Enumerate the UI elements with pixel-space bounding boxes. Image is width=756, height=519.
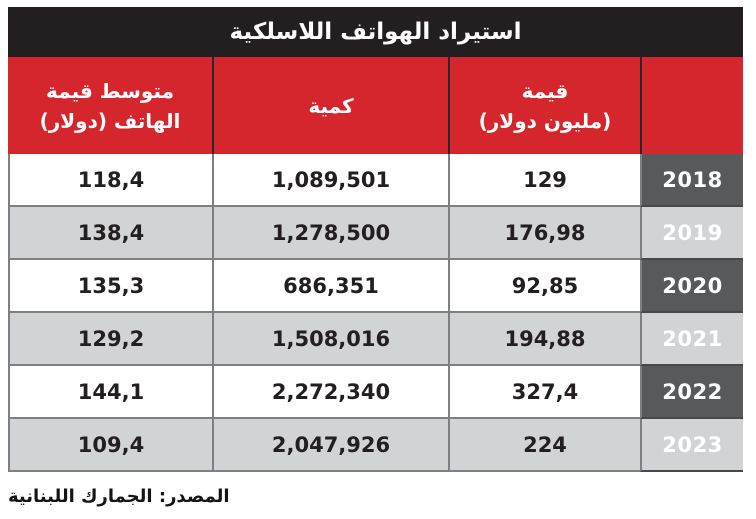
table-row-2022: 2022 327,4 2,272,340 144,1	[8, 366, 743, 419]
quantity-header-label: كمية	[308, 93, 354, 118]
value-header-line1: قيمة	[521, 78, 569, 103]
quantity-cell: 1,278,500	[212, 207, 448, 260]
avg-header-line2: الهاتف (دولار)	[39, 108, 181, 133]
quantity-cell: 1,508,016	[212, 313, 448, 366]
year-cell: 2023	[640, 419, 743, 472]
table-row-2018: 2018 129 1,089,501 118,4	[8, 154, 743, 207]
year-cell: 2022	[640, 366, 743, 419]
value-cell: 92,85	[448, 260, 640, 313]
quantity-column-header: كمية	[212, 57, 448, 154]
value-column-header: قيمة (مليون دولار)	[448, 57, 640, 154]
avg-price-cell: 144,1	[8, 366, 212, 419]
value-cell: 224	[448, 419, 640, 472]
value-cell: 176,98	[448, 207, 640, 260]
table-row-2020: 2020 92,85 686,351 135,3	[8, 260, 743, 313]
quantity-cell: 2,272,340	[212, 366, 448, 419]
value-cell: 194,88	[448, 313, 640, 366]
avg-header-line1: متوسط قيمة	[46, 78, 174, 103]
value-cell: 327,4	[448, 366, 640, 419]
table-row-2021: 2021 194,88 1,508,016 129,2	[8, 313, 743, 366]
year-cell: 2020	[640, 260, 743, 313]
avg-price-cell: 135,3	[8, 260, 212, 313]
table-title: استيراد الهواتف اللاسلكية	[8, 7, 743, 57]
avg-price-cell: 109,4	[8, 419, 212, 472]
year-cell: 2018	[640, 154, 743, 207]
avg-price-column-header: متوسط قيمة الهاتف (دولار)	[8, 57, 212, 154]
imports-table: قيمة (مليون دولار) كمية متوسط قيمة الهات…	[8, 57, 743, 472]
avg-price-cell: 138,4	[8, 207, 212, 260]
avg-price-cell: 118,4	[8, 154, 212, 207]
source-attribution: المصدر: الجمارك اللبنانية	[8, 486, 230, 507]
quantity-cell: 686,351	[212, 260, 448, 313]
table-header-row: قيمة (مليون دولار) كمية متوسط قيمة الهات…	[8, 57, 743, 154]
imports-table-block: استيراد الهواتف اللاسلكية قيمة (مليون دو…	[8, 7, 743, 472]
avg-price-cell: 129,2	[8, 313, 212, 366]
value-cell: 129	[448, 154, 640, 207]
value-header-line2: (مليون دولار)	[478, 108, 612, 133]
year-column-header	[640, 57, 743, 154]
quantity-cell: 2,047,926	[212, 419, 448, 472]
year-cell: 2021	[640, 313, 743, 366]
table-row-2019: 2019 176,98 1,278,500 138,4	[8, 207, 743, 260]
quantity-cell: 1,089,501	[212, 154, 448, 207]
table-row-2023: 2023 224 2,047,926 109,4	[8, 419, 743, 472]
year-cell: 2019	[640, 207, 743, 260]
